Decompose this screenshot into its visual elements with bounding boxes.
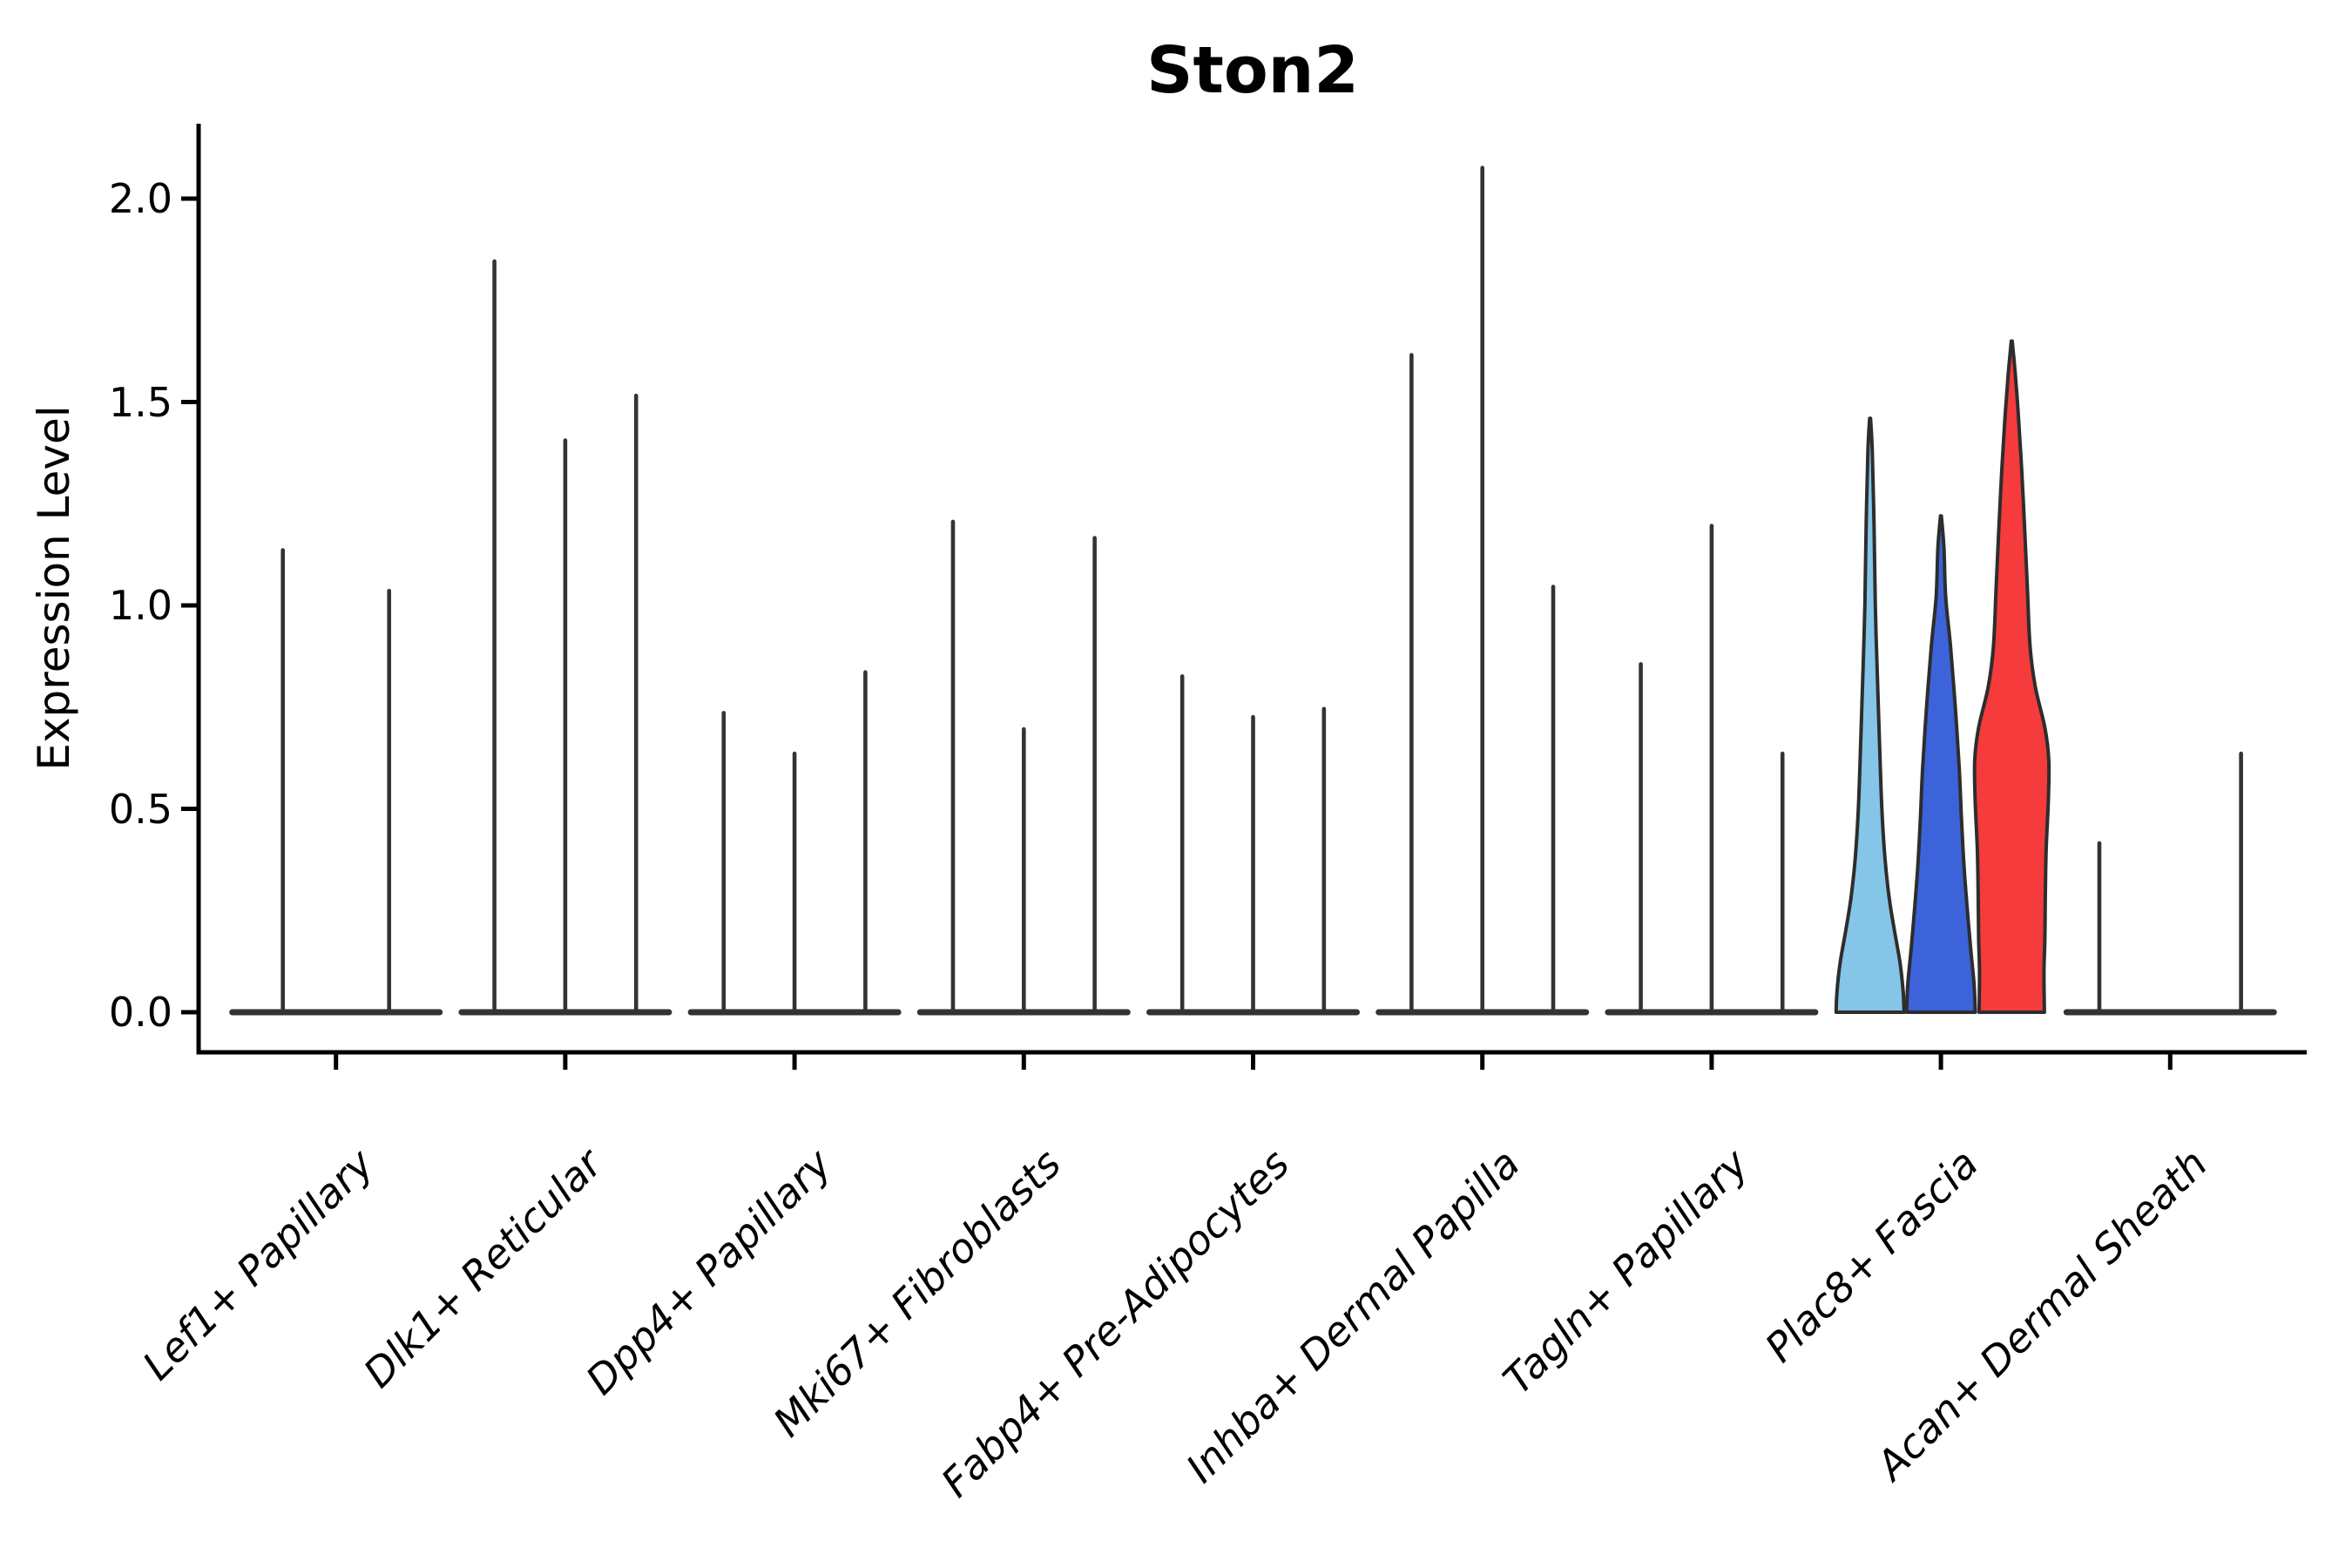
violin-7-2-colored [1972, 339, 2051, 1014]
y-tick-label-0.5: 0.5 [108, 786, 172, 833]
violin-7-0-colored [1834, 416, 1906, 1014]
violin-7-1-colored [1904, 514, 1977, 1014]
chart-title: Ston2 [1146, 33, 1359, 108]
y-tick-label-2.0: 2.0 [108, 175, 172, 222]
y-tick-label-1.0: 1.0 [108, 582, 172, 629]
y-tick-label-0.0: 0.0 [108, 989, 172, 1036]
y-tick-label-1.5: 1.5 [108, 379, 172, 426]
